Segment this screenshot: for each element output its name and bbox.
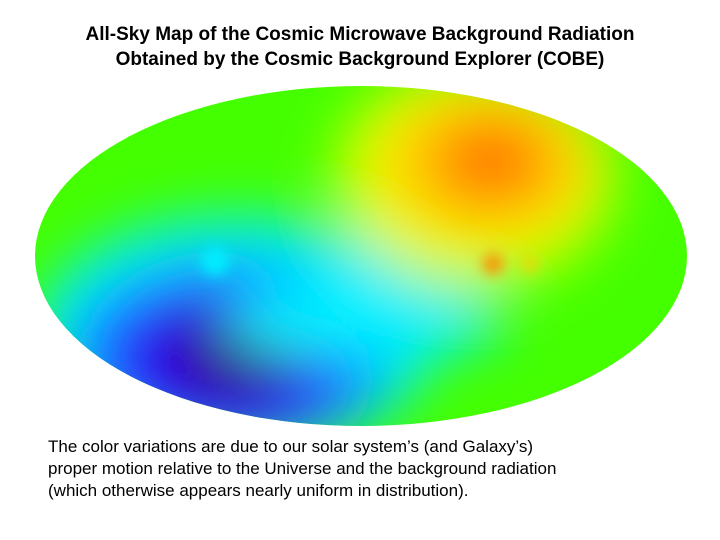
map-fill <box>35 86 687 426</box>
title-line-2: Obtained by the Cosmic Background Explor… <box>115 49 605 70</box>
slide-caption: The color variations are due to our sola… <box>48 436 688 502</box>
title-line-1: All-Sky Map of the Cosmic Microwave Back… <box>85 24 635 45</box>
caption-line-1: The color variations are due to our sola… <box>48 437 534 456</box>
cmb-all-sky-map <box>35 86 687 426</box>
caption-line-3: (which otherwise appears nearly uniform … <box>48 481 469 500</box>
slide-title: All-Sky Map of the Cosmic Microwave Back… <box>0 22 720 72</box>
caption-line-2: proper motion relative to the Universe a… <box>48 459 557 478</box>
